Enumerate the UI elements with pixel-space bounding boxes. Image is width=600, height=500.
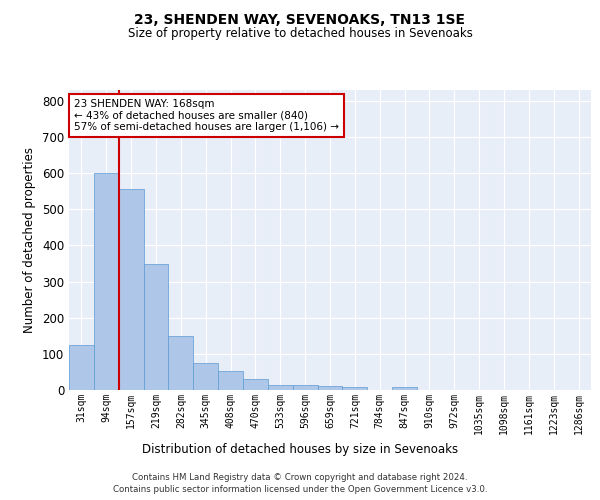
Bar bbox=[193, 363, 218, 390]
Bar bbox=[94, 173, 119, 390]
Text: Distribution of detached houses by size in Sevenoaks: Distribution of detached houses by size … bbox=[142, 442, 458, 456]
Bar bbox=[293, 386, 317, 390]
Bar bbox=[218, 371, 243, 390]
Bar bbox=[268, 384, 293, 390]
Text: 23, SHENDEN WAY, SEVENOAKS, TN13 1SE: 23, SHENDEN WAY, SEVENOAKS, TN13 1SE bbox=[134, 12, 466, 26]
Text: Size of property relative to detached houses in Sevenoaks: Size of property relative to detached ho… bbox=[128, 28, 472, 40]
Text: Contains public sector information licensed under the Open Government Licence v3: Contains public sector information licen… bbox=[113, 485, 487, 494]
Bar bbox=[392, 387, 417, 390]
Bar bbox=[69, 345, 94, 390]
Bar bbox=[343, 388, 367, 390]
Bar bbox=[317, 386, 343, 390]
Bar bbox=[169, 336, 193, 390]
Y-axis label: Number of detached properties: Number of detached properties bbox=[23, 147, 37, 333]
Bar bbox=[243, 379, 268, 390]
Text: Contains HM Land Registry data © Crown copyright and database right 2024.: Contains HM Land Registry data © Crown c… bbox=[132, 472, 468, 482]
Bar bbox=[143, 264, 169, 390]
Bar bbox=[119, 190, 143, 390]
Text: 23 SHENDEN WAY: 168sqm
← 43% of detached houses are smaller (840)
57% of semi-de: 23 SHENDEN WAY: 168sqm ← 43% of detached… bbox=[74, 99, 339, 132]
